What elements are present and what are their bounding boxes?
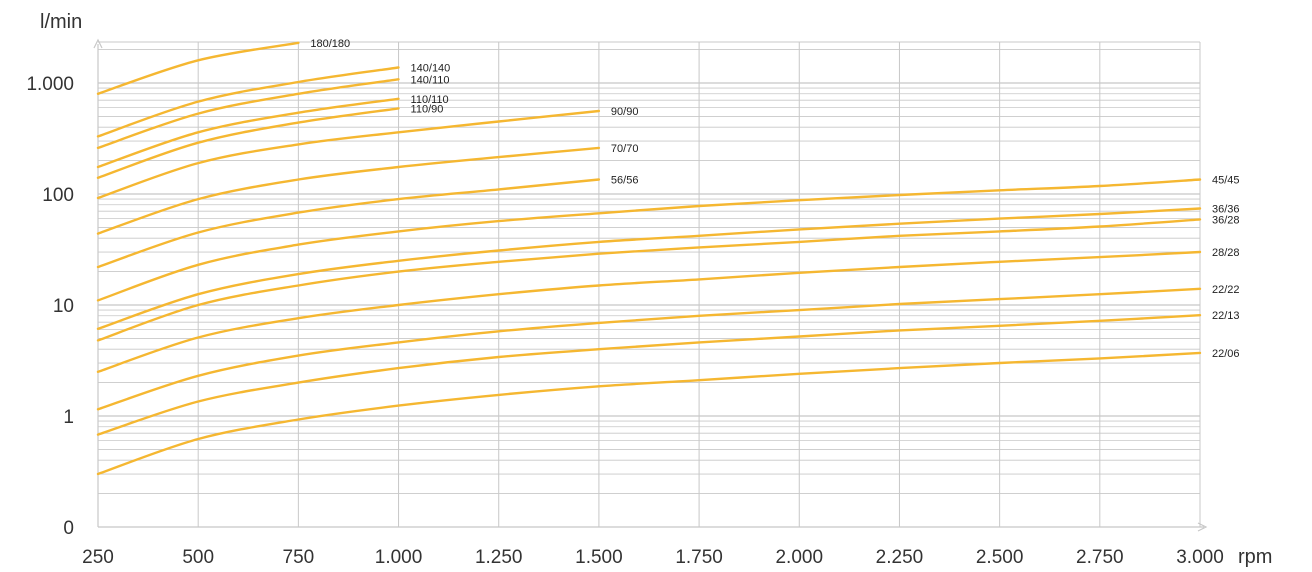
series-line-140-110 bbox=[96, 78, 400, 150]
series-label-36-28: 36/28 bbox=[1212, 214, 1240, 226]
x-tick-label: 2.000 bbox=[775, 547, 823, 568]
series-label-110-110: 110/110 bbox=[411, 94, 449, 106]
x-tick-label: 1.500 bbox=[575, 547, 623, 568]
y-tick-label: 1 bbox=[63, 407, 74, 428]
series-line-140-140 bbox=[96, 66, 400, 138]
series-line-110-110 bbox=[96, 97, 400, 169]
series-line-45-45 bbox=[96, 178, 1202, 302]
series-label-56-56: 56/56 bbox=[611, 175, 639, 187]
x-tick-label: 500 bbox=[182, 547, 214, 568]
x-tick-label: 750 bbox=[283, 547, 315, 568]
series-label-110-90: 110/90 bbox=[411, 103, 444, 115]
x-tick-label: 2.500 bbox=[976, 547, 1024, 568]
series-line-36-36 bbox=[96, 207, 1202, 330]
grid bbox=[98, 41, 1201, 527]
series-line-28-28 bbox=[96, 250, 1202, 373]
y-tick-label: 10 bbox=[53, 296, 74, 317]
x-tick-label: 2.750 bbox=[1076, 547, 1124, 568]
y-tick-label: 100 bbox=[42, 185, 74, 206]
series-label-90-90: 90/90 bbox=[611, 106, 639, 118]
y-axis-unit: l/min bbox=[40, 11, 82, 33]
x-tick-label: 1.000 bbox=[375, 547, 423, 568]
series-label-45-45: 45/45 bbox=[1212, 175, 1240, 187]
series-label-22-13: 22/13 bbox=[1212, 310, 1240, 322]
series-label-140-140: 140/140 bbox=[411, 62, 451, 74]
series-line-56-56 bbox=[96, 178, 601, 269]
series-lines bbox=[96, 41, 1202, 476]
series-label-22-06: 22/06 bbox=[1212, 348, 1240, 360]
x-tick-label: 250 bbox=[82, 547, 114, 568]
series-label-22-22: 22/22 bbox=[1212, 284, 1240, 296]
series-label-28-28: 28/28 bbox=[1212, 247, 1240, 259]
x-tick-label: 3.000 bbox=[1176, 547, 1224, 568]
series-label-180-180: 180/180 bbox=[310, 38, 350, 50]
series-line-36-28 bbox=[96, 218, 1202, 342]
x-axis-arrow bbox=[1197, 522, 1208, 532]
series-label-140-110: 140/110 bbox=[411, 74, 450, 86]
series-label-70-70: 70/70 bbox=[611, 143, 639, 155]
series-line-180-180 bbox=[96, 41, 300, 95]
axes bbox=[93, 38, 1208, 532]
series-line-22-13 bbox=[96, 314, 1202, 436]
series-label-36-36: 36/36 bbox=[1212, 204, 1240, 216]
y-axis-arrow bbox=[93, 38, 103, 49]
series-line-70-70 bbox=[96, 146, 601, 235]
series-line-90-90 bbox=[96, 109, 601, 200]
series-line-22-06 bbox=[96, 351, 1202, 476]
y-tick-label: 0 bbox=[63, 518, 74, 539]
x-axis-unit: rpm bbox=[1238, 546, 1272, 568]
x-tick-label: 1.750 bbox=[675, 547, 723, 568]
series-line-22-22 bbox=[96, 287, 1202, 411]
y-tick-label: 1.000 bbox=[26, 74, 74, 95]
x-tick-label: 1.250 bbox=[475, 547, 523, 568]
series-line-110-90 bbox=[96, 107, 400, 179]
x-tick-label: 2.250 bbox=[876, 547, 924, 568]
tick-labels: 0 1 10 100 1.000 250 500 750 1.000 1.250 1.500 1.75… bbox=[26, 74, 1223, 568]
